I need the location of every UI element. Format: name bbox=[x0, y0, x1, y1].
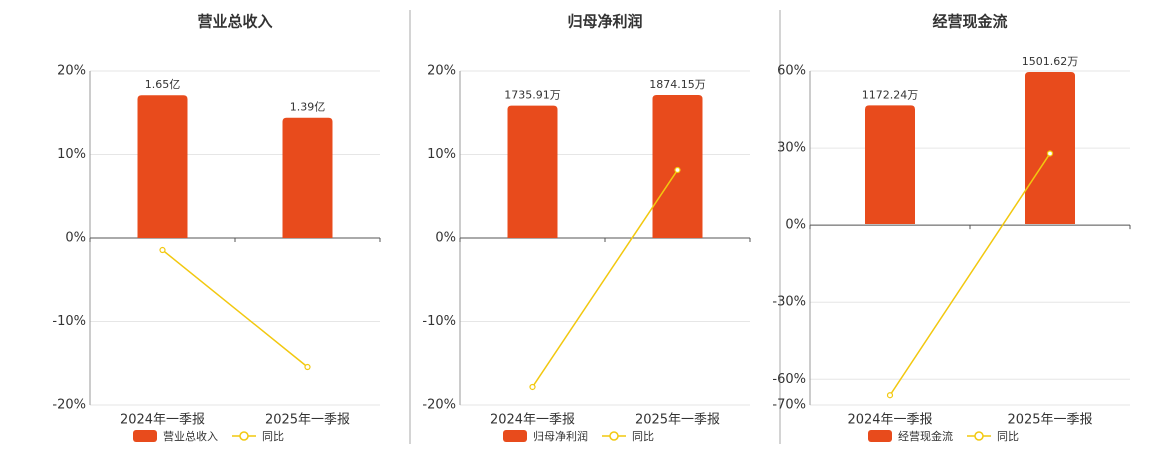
x-tick-label: 2024年一季报 bbox=[120, 413, 205, 428]
y-tick-label: 30% bbox=[777, 141, 806, 156]
x-tick-label: 2024年一季报 bbox=[847, 413, 932, 428]
bar bbox=[865, 105, 915, 225]
legend-label: 同比 bbox=[997, 430, 1019, 443]
x-tick-label: 2025年一季报 bbox=[265, 413, 350, 428]
y-tick-label: 0% bbox=[435, 231, 456, 246]
y-tick-label: 0% bbox=[65, 231, 86, 246]
y-tick-label: -10% bbox=[52, 314, 86, 329]
y-tick-label: -30% bbox=[772, 295, 806, 310]
x-tick-label: 2024年一季报 bbox=[490, 413, 575, 428]
legend-marker bbox=[239, 431, 249, 441]
y-tick-label: 20% bbox=[427, 64, 456, 79]
bar bbox=[1025, 72, 1075, 225]
bar bbox=[507, 105, 558, 238]
y-tick-label: -20% bbox=[422, 398, 456, 413]
value-label: 1501.62万 bbox=[1022, 55, 1079, 68]
value-label: 1735.91万 bbox=[504, 89, 561, 102]
value-label: 1.65亿 bbox=[145, 78, 181, 91]
bar bbox=[137, 95, 188, 238]
y-tick-label: 60% bbox=[777, 64, 806, 79]
value-label: 1172.24万 bbox=[862, 88, 919, 101]
legend-label: 经营现金流 bbox=[898, 429, 953, 443]
bar bbox=[282, 117, 333, 238]
y-tick-label: 0% bbox=[785, 218, 806, 233]
chart-title: 营业总收入 bbox=[197, 13, 272, 31]
x-tick-label: 2025年一季报 bbox=[1007, 413, 1092, 428]
y-tick-label: -20% bbox=[52, 398, 86, 413]
line-marker bbox=[529, 383, 536, 391]
legend-label: 同比 bbox=[262, 430, 284, 443]
legend-label: 归母净利润 bbox=[533, 429, 588, 443]
line-marker bbox=[304, 363, 311, 371]
chart-title: 归母净利润 bbox=[567, 13, 642, 31]
line bbox=[531, 169, 679, 388]
legend-swatch bbox=[503, 430, 527, 442]
y-tick-label: -10% bbox=[422, 314, 456, 329]
legend-label: 同比 bbox=[632, 430, 654, 443]
chart-title: 经营现金流 bbox=[932, 13, 1007, 31]
x-tick-label: 2025年一季报 bbox=[635, 413, 720, 428]
legend-marker bbox=[974, 431, 984, 441]
y-tick-label: 10% bbox=[427, 147, 456, 162]
y-tick-label: 10% bbox=[57, 147, 86, 162]
line-marker bbox=[1046, 150, 1054, 157]
line bbox=[162, 249, 308, 368]
legend-swatch bbox=[133, 430, 157, 442]
line-marker bbox=[674, 166, 681, 174]
bar bbox=[652, 95, 703, 238]
legend-label: 营业总收入 bbox=[163, 429, 218, 443]
y-tick-label: -60% bbox=[772, 372, 806, 387]
legend-swatch bbox=[868, 430, 892, 442]
y-tick-label: -70% bbox=[772, 398, 806, 413]
line-marker bbox=[159, 246, 166, 254]
value-label: 1874.15万 bbox=[649, 78, 706, 91]
line-marker bbox=[886, 392, 894, 399]
y-tick-label: 20% bbox=[57, 64, 86, 79]
line bbox=[889, 153, 1051, 396]
value-label: 1.39亿 bbox=[290, 101, 326, 114]
legend-marker bbox=[609, 431, 619, 441]
